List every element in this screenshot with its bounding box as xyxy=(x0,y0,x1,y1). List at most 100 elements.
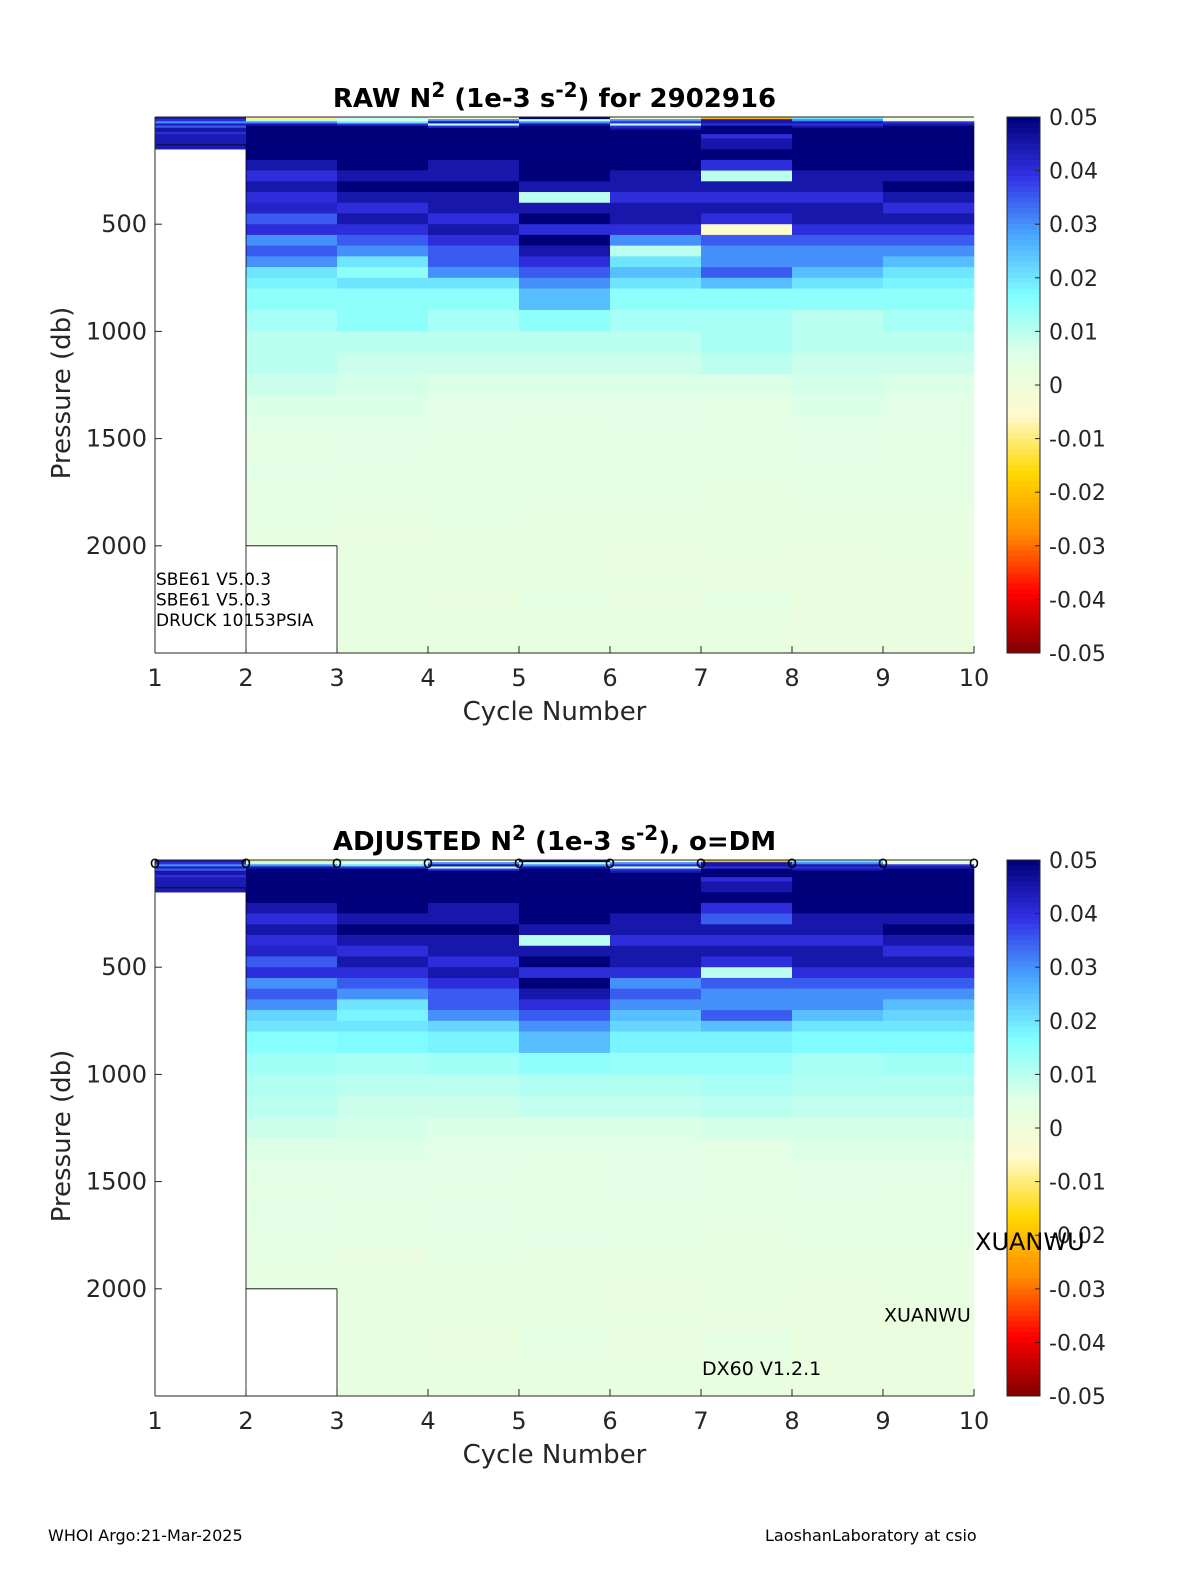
heatmap-cell xyxy=(610,1245,702,1268)
heatmap-cell xyxy=(428,956,520,968)
heatmap-cell xyxy=(519,234,611,246)
colorbar-segment xyxy=(1007,860,1040,866)
colorbar-segment xyxy=(1007,1267,1040,1274)
dm-marker: o xyxy=(605,853,615,873)
heatmap-cell xyxy=(428,977,520,989)
heatmap-cell xyxy=(701,881,793,893)
colorbar-segment xyxy=(1007,870,1040,877)
colorbar-segment xyxy=(1007,588,1040,595)
heatmap-cell xyxy=(337,1031,429,1054)
heatmap-cell xyxy=(792,192,884,204)
colorbar-segment xyxy=(1007,277,1040,284)
heatmap-cell xyxy=(610,502,702,525)
heatmap-cell xyxy=(610,1138,702,1161)
heatmap-cell xyxy=(883,129,975,133)
colorbar-segment xyxy=(1007,1299,1040,1306)
heatmap-cell xyxy=(246,331,338,354)
heatmap-cell xyxy=(246,288,338,311)
heatmap-cell xyxy=(701,460,793,482)
colorbar-segment xyxy=(1007,1020,1040,1027)
heatmap-cell xyxy=(610,1031,702,1054)
heatmap-cell xyxy=(701,481,793,504)
colorbar-segment xyxy=(1007,395,1040,402)
colorbar-segment xyxy=(1007,1342,1040,1349)
heatmap-cell xyxy=(792,117,884,120)
heatmap-cell xyxy=(519,610,611,632)
heatmap-cell xyxy=(246,1138,338,1161)
colorbar-segment xyxy=(1007,999,1040,1006)
heatmap-cell xyxy=(428,117,520,120)
heatmap-cell xyxy=(883,1138,975,1161)
heatmap-cell xyxy=(792,129,884,133)
heatmap-cell xyxy=(428,875,520,878)
colorbar-segment xyxy=(1007,288,1040,295)
heatmap-cell xyxy=(337,277,429,289)
heatmap-cell xyxy=(701,1095,793,1118)
heatmap-cell xyxy=(428,134,520,139)
heatmap-cell xyxy=(428,202,520,214)
colorbar-segment xyxy=(1007,1144,1040,1150)
heatmap-cell xyxy=(610,138,702,150)
colorbar-segment xyxy=(1007,1369,1040,1376)
heatmap-cell xyxy=(428,967,520,979)
colorbar-segment xyxy=(1007,626,1040,633)
heatmap-cell xyxy=(519,352,611,375)
heatmap-cell xyxy=(792,132,884,135)
colorbar-segment xyxy=(1007,876,1040,882)
heatmap-cell xyxy=(428,502,520,525)
heatmap-cell xyxy=(701,267,793,279)
heatmap-cell xyxy=(701,1160,793,1182)
colorbar-segment xyxy=(1007,1224,1040,1231)
heatmap-cell xyxy=(246,117,338,120)
heatmap-cell xyxy=(246,213,338,225)
heatmap-cell xyxy=(337,245,429,257)
heatmap-cell xyxy=(337,213,429,225)
colorbar-segment xyxy=(1007,1079,1040,1086)
heatmap-cell xyxy=(337,1224,429,1247)
heatmap-cell xyxy=(610,123,702,126)
heatmap-cell xyxy=(519,129,611,133)
heatmap-cell xyxy=(610,860,702,863)
heatmap-cell xyxy=(701,123,793,126)
heatmap-cell xyxy=(792,1310,884,1332)
colorbar-segment xyxy=(1007,502,1040,509)
annotation-text: DX60 V1.2.1 xyxy=(702,1358,821,1380)
heatmap-cell xyxy=(337,352,429,375)
dm-marker: o xyxy=(241,853,251,873)
heatmap-cell xyxy=(792,1074,884,1097)
heatmap-cell xyxy=(519,872,611,876)
heatmap-cell xyxy=(155,870,247,874)
heatmap-cell xyxy=(883,481,975,504)
heatmap-cell xyxy=(428,1310,520,1332)
heatmap-cell xyxy=(701,132,793,135)
heatmap-cell xyxy=(337,860,429,863)
heatmap-cell xyxy=(428,1203,520,1225)
heatmap-cell xyxy=(519,524,611,547)
heatmap-cell xyxy=(337,267,429,279)
heatmap-cell xyxy=(792,588,884,611)
colorbar-segment xyxy=(1007,492,1040,499)
heatmap-cell xyxy=(701,945,793,957)
heatmap-cell xyxy=(792,1031,884,1054)
heatmap-cell xyxy=(428,892,520,904)
heatmap-cell xyxy=(792,967,884,979)
heatmap-cell xyxy=(792,1010,884,1022)
colorbar-segment xyxy=(1007,186,1040,193)
colorbar-tick-label: 0.05 xyxy=(1049,106,1098,131)
heatmap-cell xyxy=(246,935,338,947)
heatmap-cell xyxy=(610,234,702,246)
colorbar-segment xyxy=(1007,390,1040,397)
colorbar-tick-label: 0.01 xyxy=(1049,1063,1098,1088)
heatmap-cell xyxy=(792,875,884,878)
heatmap-cell xyxy=(155,875,247,878)
heatmap-cell xyxy=(246,1010,338,1022)
colorbar-segment xyxy=(1007,529,1040,536)
heatmap-cell xyxy=(519,1181,611,1204)
colorbar-segment xyxy=(1007,1176,1040,1183)
heatmap-cell xyxy=(701,866,793,869)
heatmap-cell xyxy=(337,125,429,129)
heatmap-cell xyxy=(610,1267,702,1290)
colorbar-segment xyxy=(1007,1165,1040,1172)
colorbar-segment xyxy=(1007,1181,1040,1188)
y-tick-label: 500 xyxy=(101,210,147,238)
